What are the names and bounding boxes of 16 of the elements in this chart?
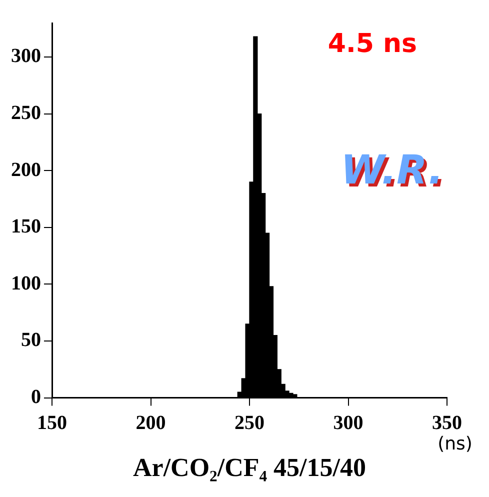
y-tick-label: 300: [11, 45, 41, 68]
y-tick-label: 150: [11, 216, 41, 238]
y-tick-label: 250: [11, 102, 41, 124]
annotation: 4.5 ns: [328, 28, 418, 59]
x-tick-label: 300: [333, 412, 364, 434]
y-tick-label: 200: [11, 158, 41, 181]
x-tick-label: 200: [136, 412, 166, 434]
text: (ns): [438, 433, 472, 454]
annotation: W.R.: [344, 150, 446, 196]
y-tick-label: 0: [31, 386, 41, 408]
x-tick-label: 350: [432, 412, 462, 434]
x-tick-label: 150: [37, 412, 67, 434]
x-tick-label: 250: [234, 412, 264, 434]
x-axis-title: Ar/CO₂/CF₄ 45/15/40: [133, 453, 366, 482]
y-tick-label: 100: [11, 272, 41, 294]
y-tick-label: 50: [21, 329, 41, 352]
